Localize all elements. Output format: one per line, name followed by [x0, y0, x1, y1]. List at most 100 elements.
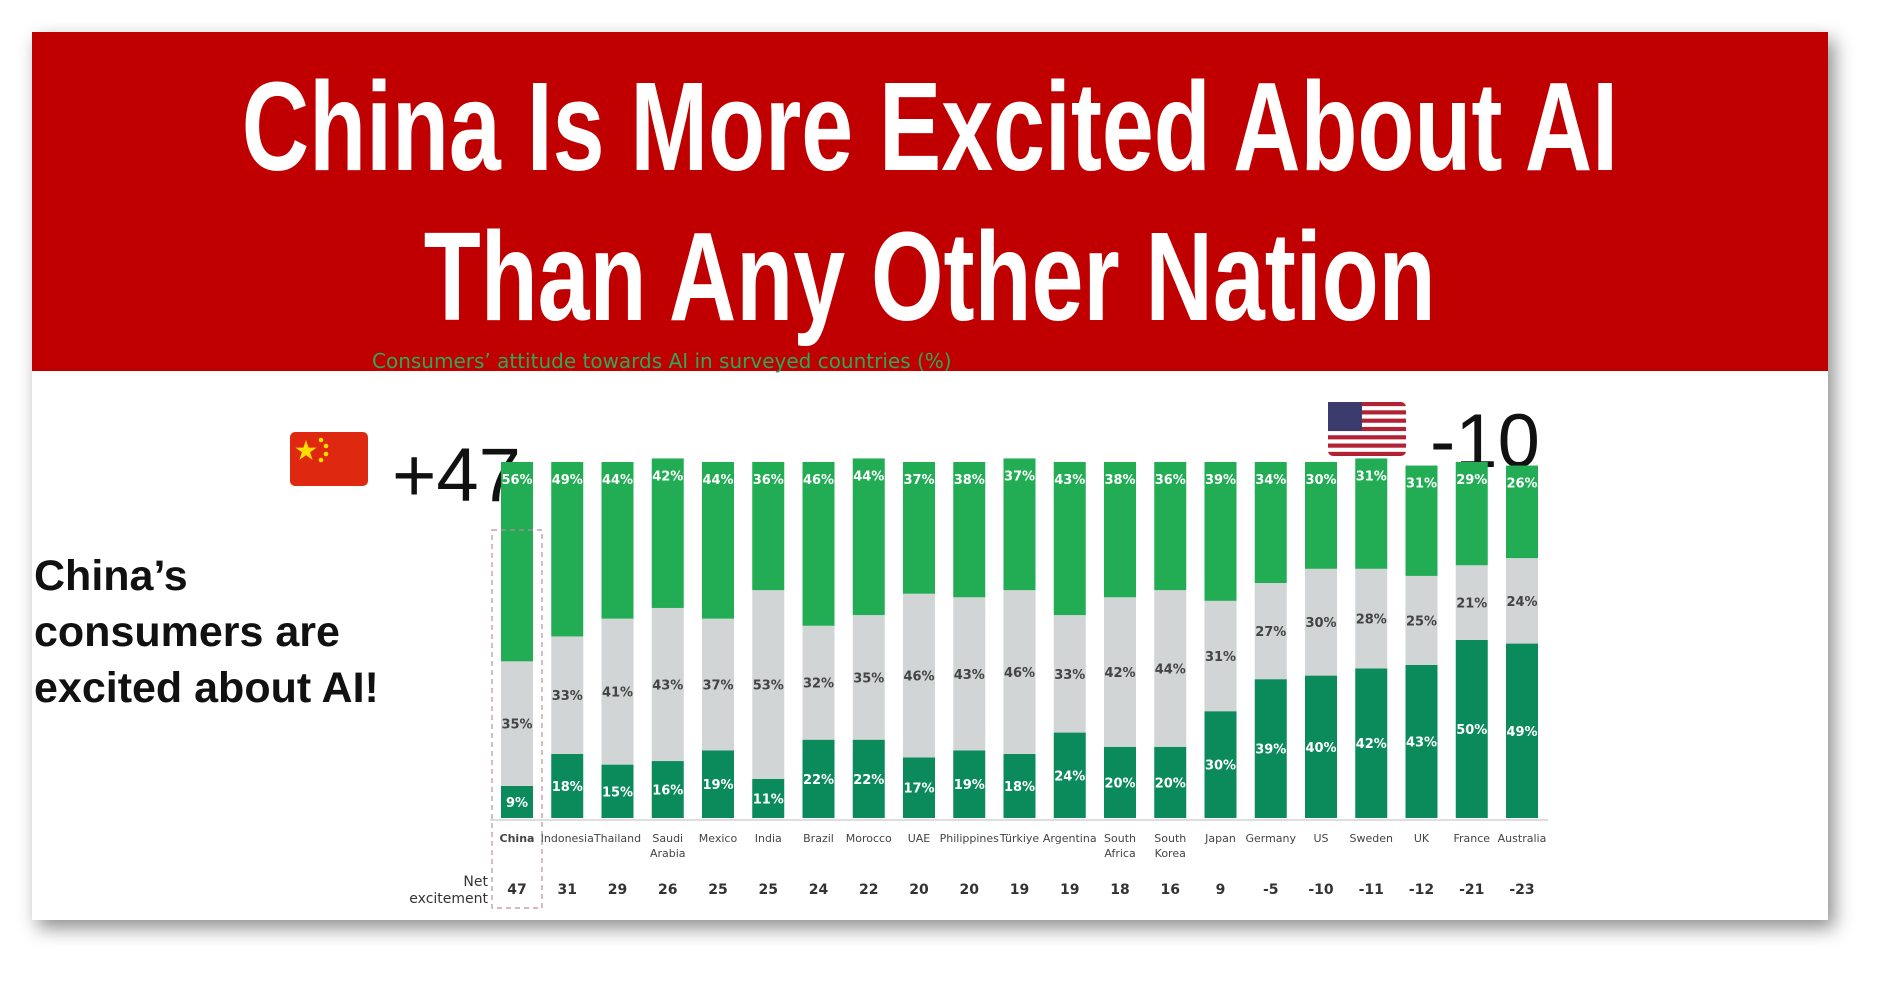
tick-label: Morocco [846, 832, 892, 845]
bar-segment [1053, 462, 1086, 616]
data-label: 36% [1155, 473, 1186, 488]
net-excitement-value: 22 [859, 882, 878, 898]
tick-label: China [500, 832, 535, 845]
bar-segment [1405, 664, 1438, 818]
data-label: 28% [1356, 613, 1387, 628]
bar-segment [1455, 640, 1488, 818]
data-label: 39% [1205, 473, 1236, 488]
data-label: 33% [1054, 668, 1085, 683]
data-label: 30% [1205, 759, 1236, 774]
data-label: 44% [702, 473, 733, 488]
net-excitement-value: 31 [558, 882, 577, 898]
data-label: 31% [1205, 650, 1236, 665]
tick-label: Arabia [650, 847, 686, 860]
data-label: 37% [903, 473, 934, 488]
data-label: 43% [652, 679, 683, 694]
data-label: 22% [803, 773, 834, 788]
bar-segment [1003, 590, 1036, 754]
data-label: 37% [702, 679, 733, 694]
net-excitement-value: 47 [507, 882, 526, 898]
bar-segment [752, 462, 785, 591]
data-label: 24% [1506, 595, 1537, 610]
data-label: 31% [1356, 469, 1387, 484]
data-label: 40% [1305, 741, 1336, 756]
bars-group: 9% 35% 56% China 47 18% 33% 49% Indonesia 31 15% 41… [491, 458, 1546, 909]
data-label: 49% [1506, 725, 1537, 740]
bar-segment [501, 785, 533, 818]
net-excitement-value: 29 [608, 882, 627, 898]
data-label: 36% [753, 473, 784, 488]
us-flag-icon [1328, 402, 1406, 456]
title-line-2: Than Any Other Nation [424, 205, 1436, 347]
net-excitement-value: 18 [1110, 882, 1129, 898]
bar-segment [752, 778, 785, 818]
net-excitement-value: -10 [1308, 882, 1334, 898]
bar-segment [1154, 590, 1187, 747]
bar-segment [1104, 462, 1136, 598]
tick-label: Philippines [940, 832, 1000, 845]
net-excitement-value: -21 [1459, 882, 1484, 898]
tick-label: Germany [1245, 832, 1296, 845]
net-excitement-value: 16 [1161, 882, 1180, 898]
net-excitement-value: 26 [658, 882, 677, 898]
bar-segment [501, 462, 533, 662]
bar-segment [1104, 597, 1136, 747]
net-excitement-value: -12 [1409, 882, 1434, 898]
chart-subtitle: Consumers’ attitude towards AI in survey… [372, 349, 952, 373]
tick-label: Saudi [652, 832, 683, 845]
data-label: 20% [1104, 776, 1135, 791]
data-label: 49% [552, 473, 583, 488]
data-label: 42% [1356, 737, 1387, 752]
net-excitement-value: 20 [909, 882, 929, 898]
bar-segment [1254, 679, 1287, 818]
data-label: 17% [903, 782, 934, 797]
tick-label: UAE [908, 832, 931, 845]
data-label: 42% [1104, 666, 1135, 681]
tick-label: UK [1414, 832, 1430, 845]
bar-segment [551, 753, 584, 818]
data-label: 37% [1004, 469, 1035, 484]
bar-segment [802, 462, 835, 626]
title-banner: China Is More Excited About AI Than Any … [32, 32, 1828, 371]
bar-segment [953, 462, 986, 598]
tick-label: South [1104, 832, 1136, 845]
bar-segment [1154, 746, 1187, 818]
title-line-1: China Is More Excited About AI [241, 55, 1619, 197]
data-label: 42% [652, 469, 683, 484]
bar-segment [852, 739, 885, 818]
data-label: 46% [803, 473, 834, 488]
net-excitement-value: -23 [1509, 882, 1534, 898]
side-callout-line-2: consumers are [34, 608, 340, 656]
tick-label: Korea [1155, 847, 1186, 860]
data-label: 33% [552, 689, 583, 704]
net-excitement-value: 24 [809, 882, 829, 898]
bar-segment [651, 761, 684, 818]
tick-label: US [1313, 832, 1328, 845]
bar-segment [903, 462, 935, 594]
bar-segment [1154, 462, 1187, 591]
bar-segment [1305, 675, 1337, 818]
bar-segment [1506, 558, 1538, 644]
bar-segment [1053, 732, 1086, 818]
data-label: 46% [903, 670, 934, 685]
bar-segment [601, 764, 634, 818]
tick-label: France [1453, 832, 1490, 845]
data-label: 18% [1004, 780, 1035, 795]
bar-segment [1405, 575, 1438, 665]
data-label: 25% [1406, 614, 1437, 629]
data-label: 41% [602, 686, 633, 701]
tick-label: Indonesia [541, 832, 594, 845]
bar-segment [1506, 465, 1538, 559]
bar-segment [702, 462, 734, 619]
data-label: 38% [954, 473, 985, 488]
data-label: 11% [753, 792, 784, 807]
tick-label: Argentina [1043, 832, 1097, 845]
data-label: 29% [1456, 473, 1487, 488]
bar-segment [1003, 458, 1036, 591]
net-excitement-value: 25 [759, 882, 778, 898]
bar-segment [903, 757, 935, 818]
bar-segment [601, 462, 634, 619]
data-label: 35% [501, 718, 532, 733]
data-label: 19% [702, 778, 733, 793]
